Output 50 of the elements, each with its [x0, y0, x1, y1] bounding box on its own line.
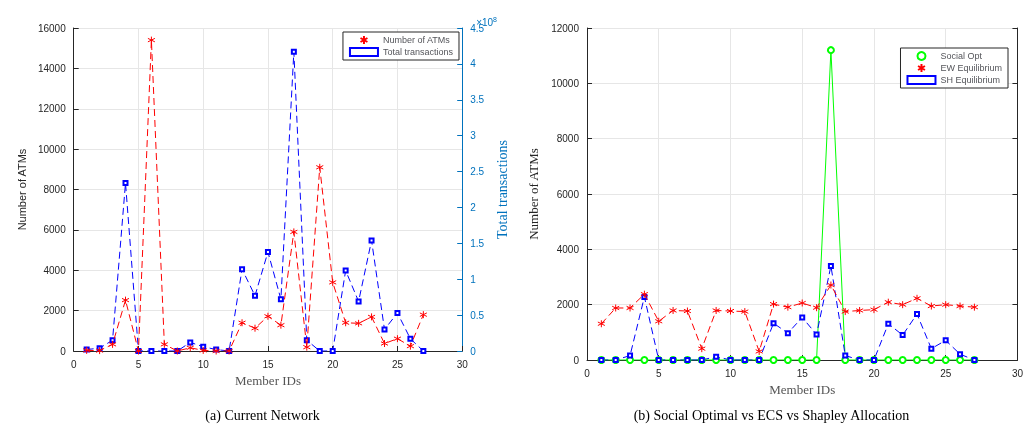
legend-label: Social Opt [940, 51, 983, 61]
y-tick-label: 6000 [43, 224, 67, 236]
x-tick-label: 5 [655, 367, 662, 379]
y2-tick-label: 3 [470, 130, 477, 142]
y2-axis-title: Total transactions [494, 140, 510, 239]
x-tick-label: 15 [262, 358, 274, 370]
y-tick-label: 0 [60, 345, 67, 357]
y2-tick-label: 2 [470, 201, 477, 213]
y-axis-title: Number of ATMs [526, 148, 542, 240]
y-tick-label: 10000 [37, 143, 67, 155]
legend-label: Total transactions [382, 47, 454, 57]
y2-tick-label: 3.5 [470, 94, 485, 106]
y-tick-label: 16000 [37, 22, 67, 34]
x-tick-label: 20 [868, 367, 880, 379]
y-tick-label: 14000 [37, 62, 67, 74]
x-tick-label: 0 [584, 367, 591, 379]
y2-tick-label: 1.5 [470, 237, 485, 249]
x-tick-label: 0 [70, 358, 77, 370]
x-tick-label: 25 [940, 367, 952, 379]
x-tick-label: 30 [456, 358, 469, 370]
x-tick-label: 10 [197, 358, 210, 370]
y-tick-label: 4000 [556, 243, 580, 255]
x-axis-title: Member IDs [769, 381, 836, 397]
y-tick-label: 8000 [43, 184, 67, 195]
y-axis-title: Number of ATMs [15, 148, 28, 231]
y-tick-label: 8000 [556, 133, 580, 145]
x-tick-label: 5 [135, 358, 142, 370]
y-tick-label: 4000 [43, 264, 67, 276]
x-tick-label: 30 [1011, 367, 1024, 379]
x-tick-label: 10 [724, 367, 737, 379]
y2-tick-label: 1 [470, 273, 477, 285]
legend-label: SH Equilibrium [940, 75, 1001, 85]
y-tick-label: 12000 [37, 103, 67, 115]
y2-tick-label: 0 [470, 345, 477, 357]
y-tick-label: 10000 [551, 77, 580, 89]
y2-tick-label: 0.5 [470, 309, 485, 321]
y2-tick-label: 4 [470, 58, 477, 70]
text: (a) Current Network [205, 407, 320, 424]
y-tick-label: 6000 [556, 188, 580, 200]
x-axis-title: Member IDs [234, 372, 301, 388]
legend-label: EW Equilibrium [940, 63, 1002, 73]
y2-tick-label: 2.5 [470, 166, 485, 178]
x-tick-label: 20 [327, 358, 339, 370]
x-tick-label: 15 [796, 367, 809, 379]
y-tick-label: 12000 [551, 22, 580, 34]
y-tick-label: 2000 [43, 305, 67, 317]
x-tick-label: 25 [391, 358, 404, 370]
y-tick-label: 2000 [556, 299, 580, 311]
text: (b) Social Optimal vs ECS vs Shapley Allocation [633, 407, 910, 424]
legend-label: Number of ATMs [382, 35, 451, 45]
